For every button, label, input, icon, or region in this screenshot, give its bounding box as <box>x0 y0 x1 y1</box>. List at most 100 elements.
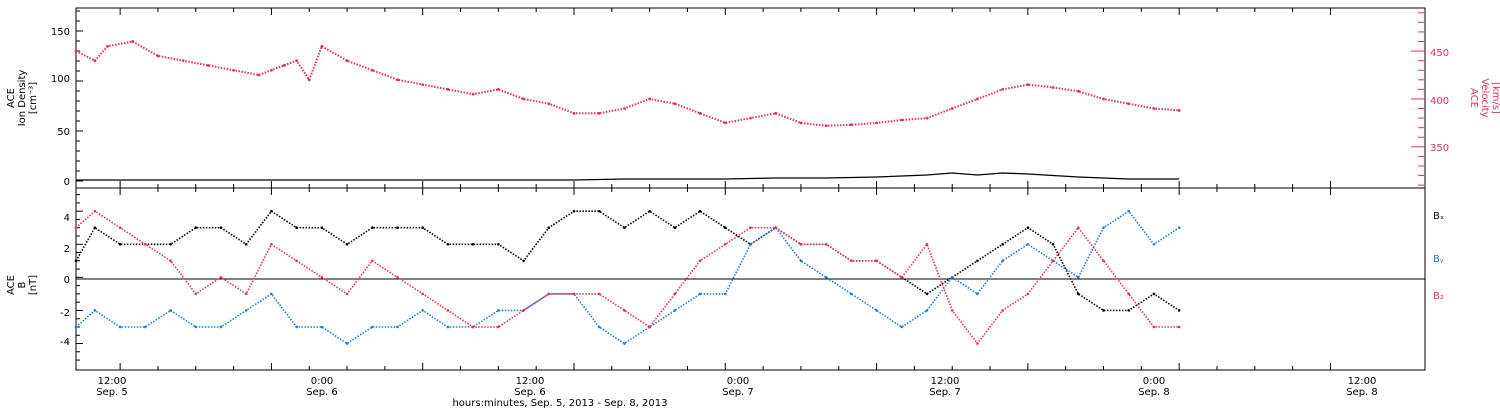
bz-point <box>925 242 929 246</box>
bfield-axis-label: ACE B [nT] <box>6 275 39 295</box>
by-point <box>698 292 702 296</box>
by-point <box>799 259 803 263</box>
velocity-point <box>206 64 210 67</box>
data-series <box>74 40 1181 345</box>
bx-point <box>572 209 576 213</box>
velocity-point <box>1076 89 1080 93</box>
bz-point <box>244 292 248 296</box>
density-axis-label-line: ACE <box>6 88 17 108</box>
bz-point <box>850 259 853 263</box>
velocity-axis-label: ACE Velocity [km/s] <box>1468 78 1500 117</box>
velocity-point <box>471 92 475 96</box>
density-tick-label: 100 <box>51 74 70 85</box>
by-point <box>169 309 172 312</box>
bx-point <box>723 226 727 230</box>
bx-point <box>976 259 979 263</box>
density-axis-label-line: [cm⁻³] <box>28 82 39 114</box>
by-point <box>824 276 828 279</box>
by-point <box>93 309 97 312</box>
bfield-axis-label-line: ACE <box>6 275 17 295</box>
bz-point <box>673 292 677 296</box>
bx-point <box>698 209 702 213</box>
density-axis-label: ACE Ion Density [cm⁻³] <box>6 70 39 127</box>
velocity-point <box>181 59 185 63</box>
velocity-point <box>446 87 450 91</box>
by-point <box>144 325 147 329</box>
bx-point <box>421 226 425 230</box>
bx-point <box>1001 242 1004 246</box>
by-point <box>74 325 78 329</box>
velocity-point <box>1102 97 1105 101</box>
by-point <box>950 276 954 279</box>
velocity-point <box>232 68 235 72</box>
velocity-point <box>282 64 286 67</box>
by-point <box>900 325 904 329</box>
by-point <box>244 309 248 312</box>
bz-point <box>1026 292 1030 296</box>
by-point <box>396 325 399 329</box>
bx-point <box>1127 309 1131 312</box>
velocity-point <box>547 102 551 106</box>
by-point <box>623 342 626 345</box>
bx-point <box>497 242 500 246</box>
bfield-tick-label: 2 <box>64 244 70 255</box>
bz-point <box>774 226 778 230</box>
velocity-point <box>93 59 97 63</box>
x-tick-day: Sep. 6 <box>514 387 546 398</box>
bz-point <box>875 259 878 263</box>
x-tick-time: 12:00 <box>516 376 545 387</box>
velocity-axis-label-line: [km/s] <box>1490 82 1500 114</box>
bfield-tick-label: -4 <box>60 337 70 348</box>
bx-point <box>74 259 78 263</box>
velocity-tick-label: 350 <box>1430 143 1449 154</box>
x-tick-day: Sep. 6 <box>306 387 338 398</box>
velocity-point <box>925 116 929 120</box>
velocity-point <box>723 121 727 125</box>
by-point <box>295 325 298 329</box>
bx-point <box>673 226 677 230</box>
velocity-point <box>106 44 109 48</box>
bz-point <box>270 242 273 246</box>
density-axis-label-line: Ion Density <box>17 70 28 127</box>
velocity-point <box>1177 109 1181 112</box>
bz-point <box>522 309 525 312</box>
legend-bz: B₂ <box>1433 291 1444 302</box>
bz-point <box>295 259 298 263</box>
bz-point <box>799 242 803 246</box>
bz-point <box>1102 259 1105 263</box>
bz-point <box>900 276 904 279</box>
bx-point <box>925 292 929 296</box>
bz-point <box>74 226 78 230</box>
by-point <box>976 292 979 296</box>
bz-point <box>320 276 324 279</box>
x-tick-time: 0:00 <box>1143 376 1165 387</box>
by-point <box>1127 209 1131 213</box>
bz-point <box>1076 226 1080 230</box>
velocity-point <box>875 121 878 125</box>
bx-point <box>1026 226 1030 230</box>
bz-point <box>118 226 122 230</box>
bz-point <box>370 259 374 263</box>
bx-point <box>1102 309 1105 312</box>
bz-point <box>698 259 702 263</box>
bz-point <box>1001 309 1004 312</box>
by-point <box>875 309 878 312</box>
by-point <box>1076 276 1080 279</box>
velocity-point <box>345 59 349 63</box>
bx-point <box>244 242 248 246</box>
velocity-point <box>396 78 399 82</box>
x-tick-time: 0:00 <box>727 376 749 387</box>
velocity-point <box>799 121 803 125</box>
velocity-point <box>950 107 954 110</box>
x-tick-day: Sep. 8 <box>1138 387 1170 398</box>
velocity-point <box>496 87 500 91</box>
velocity-point <box>1001 87 1005 91</box>
by-point <box>1177 226 1181 230</box>
velocity-point <box>156 54 160 58</box>
bx-point <box>648 209 651 213</box>
velocity-axis-label-line: Velocity <box>1479 78 1490 117</box>
velocity-point <box>623 107 626 110</box>
bz-point <box>976 342 979 345</box>
velocity-axis-label-line: ACE <box>1468 88 1479 108</box>
density-tick-label: 0 <box>64 177 70 188</box>
